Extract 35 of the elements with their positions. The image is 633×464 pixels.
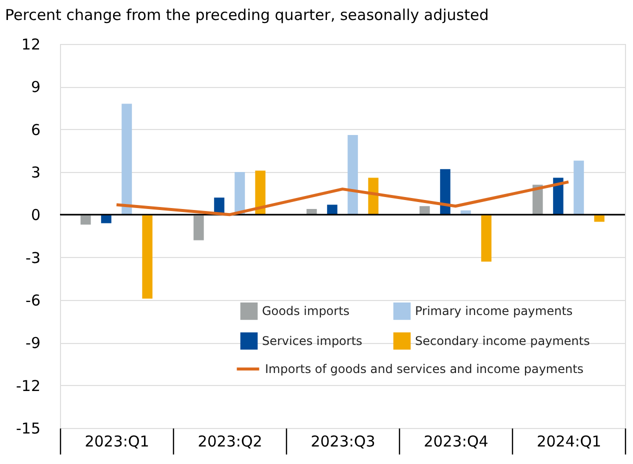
bar	[194, 214, 204, 240]
bar	[574, 160, 584, 215]
legend-label: Primary income payments	[415, 304, 573, 318]
x-tick-label: 2023:Q4	[424, 432, 488, 450]
bar	[481, 214, 492, 262]
bar	[255, 170, 266, 215]
x-tick-label: 2023:Q1	[84, 432, 150, 450]
x-tick-label: 2023:Q3	[310, 432, 376, 450]
bar	[142, 214, 152, 299]
x-tick-label: 2024:Q1	[536, 432, 602, 450]
bar	[420, 206, 430, 215]
line-series	[115, 180, 570, 216]
y-tick-label: 3	[30, 164, 40, 182]
bar	[348, 135, 358, 215]
y-tick-label: -6	[26, 292, 40, 310]
bar	[327, 204, 338, 215]
y-axis-title: Percent change from the preceding quarter, seasonally adjusted	[5, 6, 489, 24]
bar	[440, 169, 450, 215]
bar	[234, 172, 245, 215]
legend-label: Secondary income payments	[415, 334, 590, 348]
y-tick-label: -12	[16, 376, 40, 395]
legend-label: Services imports	[262, 334, 362, 348]
y-tick-label: -15	[16, 420, 40, 438]
y-tick-label: -3	[26, 248, 40, 267]
bar	[80, 214, 91, 225]
bar	[122, 104, 132, 215]
legend-label: Imports of goods and services and income payments	[265, 362, 584, 376]
y-tick-label: -9	[26, 334, 40, 352]
legend-label: Goods imports	[262, 304, 350, 318]
x-tick-label: 2023:Q2	[198, 432, 262, 450]
y-tick-label: 12	[21, 36, 40, 54]
y-tick-label: 9	[30, 78, 40, 96]
bar	[306, 208, 317, 215]
y-tick-label: 0	[30, 206, 40, 224]
y-tick-label: 6	[30, 120, 40, 139]
